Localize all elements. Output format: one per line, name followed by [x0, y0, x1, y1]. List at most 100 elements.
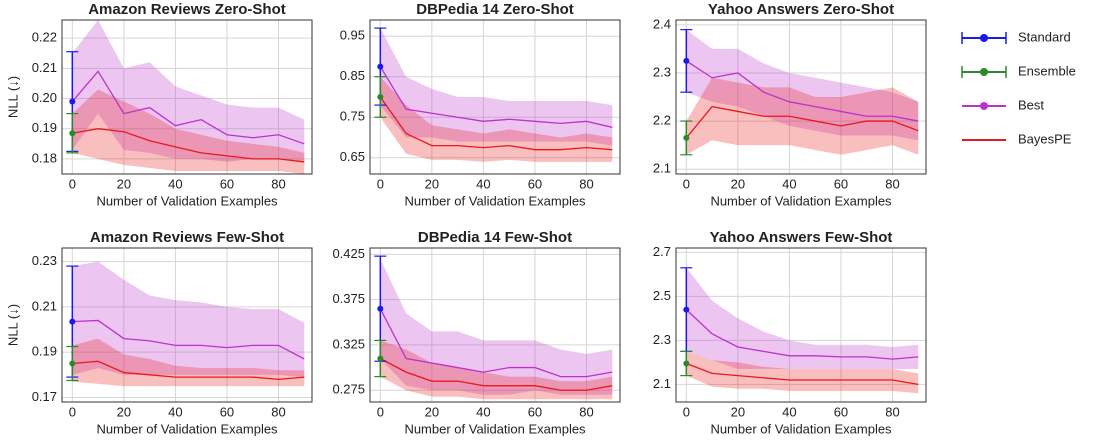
- x-tick-label: 60: [834, 404, 848, 419]
- y-tick-label: 2.2: [653, 113, 671, 128]
- band: [72, 338, 305, 387]
- y-tick-label: 0.18: [32, 150, 57, 165]
- point: [683, 134, 690, 141]
- subplot: 0.275 0.325 0.375 0.425 0 20 40 60 80 DBPedia 14 …: [332, 229, 621, 436]
- x-tick-label: 20: [425, 176, 439, 191]
- x-tick-label: 40: [782, 176, 796, 191]
- line: [72, 360, 305, 381]
- x-tick-label: 20: [731, 404, 745, 419]
- point: [69, 98, 76, 105]
- legend-label: Ensemble: [1018, 63, 1076, 78]
- y-tick-label: 2.4: [653, 16, 671, 31]
- x-tick-label: 40: [168, 404, 182, 419]
- x-tick-label: 0: [69, 176, 76, 191]
- y-axis-label: NLL (↓): [5, 304, 20, 346]
- x-tick-label: 20: [117, 176, 131, 191]
- y-tick-label: 2.3: [653, 64, 671, 79]
- plot-area: [379, 28, 613, 162]
- subplot-title: Amazon Reviews Few-Shot: [90, 229, 284, 246]
- plot-area: [685, 267, 919, 394]
- line: [686, 362, 919, 386]
- subplot: 0.65 0.75 0.85 0.95 0 20 40 60 80 DBPedia 14 Zero…: [340, 1, 621, 208]
- x-tick-label: 80: [885, 176, 899, 191]
- x-tick-label: 60: [220, 404, 234, 419]
- legend-marker: [980, 34, 988, 42]
- band: [686, 29, 919, 141]
- axes-frame: [675, 19, 927, 175]
- x-tick-label: 0: [377, 176, 384, 191]
- band: [686, 267, 919, 369]
- point: [683, 306, 690, 313]
- y-tick-label: 0.275: [332, 382, 365, 397]
- x-tick-label: 40: [782, 404, 796, 419]
- point: [377, 63, 384, 70]
- x-tick-label: 40: [168, 176, 182, 191]
- plot-area: [379, 258, 613, 400]
- y-tick-label: 2.1: [653, 376, 671, 391]
- x-tick-label: 20: [117, 404, 131, 419]
- legend: Standard Ensemble Best BayesPE: [961, 29, 1076, 146]
- y-tick-label: 0.95: [340, 28, 365, 43]
- line: [379, 308, 613, 378]
- axes-frame: [61, 247, 313, 403]
- x-tick-label: 80: [885, 404, 899, 419]
- subplot: 2.1 2.2 2.3 2.4 0 20 40 60 80 Yahoo Answers Zero-…: [653, 1, 927, 208]
- point: [377, 94, 384, 100]
- y-tick-label: 2.5: [653, 288, 671, 303]
- y-tick-label: 2.7: [653, 244, 671, 259]
- point: [683, 360, 690, 367]
- x-tick-label: 0: [69, 404, 76, 419]
- line: [379, 66, 613, 129]
- y-tick-label: 0.23: [32, 253, 57, 268]
- subplot: 0.17 0.19 0.21 0.23 0 20 40 60 80 Amazon Reviews …: [5, 229, 313, 436]
- point: [683, 57, 690, 64]
- band: [686, 77, 919, 155]
- x-axis-label: Number of Validation Examples: [404, 421, 586, 436]
- legend-label: Best: [1018, 97, 1044, 112]
- x-tick-label: 40: [476, 404, 490, 419]
- line: [72, 319, 305, 360]
- line: [685, 105, 919, 139]
- point: [69, 360, 76, 367]
- axes-frame: [61, 19, 313, 175]
- y-tick-label: 0.22: [32, 30, 57, 45]
- x-tick-label: 80: [579, 404, 593, 419]
- x-tick-label: 0: [683, 176, 690, 191]
- axes-frame: [675, 247, 927, 403]
- legend-marker: [980, 102, 988, 110]
- x-tick-label: 80: [579, 176, 593, 191]
- subplot-title: Amazon Reviews Zero-Shot: [88, 1, 286, 18]
- x-axis-label: Number of Validation Examples: [710, 421, 892, 436]
- line: [685, 60, 919, 122]
- x-tick-label: 60: [834, 176, 848, 191]
- y-tick-label: 0.20: [32, 90, 57, 105]
- point: [377, 305, 384, 312]
- y-tick-label: 0.375: [332, 291, 365, 306]
- line: [379, 96, 613, 151]
- x-tick-label: 60: [528, 404, 542, 419]
- x-tick-label: 80: [271, 404, 285, 419]
- axes-frame: [369, 247, 621, 403]
- band: [380, 258, 613, 395]
- plot-area: [685, 29, 919, 155]
- x-tick-label: 80: [271, 176, 285, 191]
- y-tick-label: 0.17: [32, 389, 57, 404]
- y-tick-label: 0.75: [340, 109, 365, 124]
- y-tick-label: 0.65: [340, 149, 365, 164]
- y-axis-label: NLL (↓): [5, 76, 20, 118]
- line: [72, 128, 305, 163]
- subplot: 2.1 2.3 2.5 2.7 0 20 40 60 80 Yahoo Answers Few-S…: [653, 229, 927, 436]
- x-axis-label: Number of Validation Examples: [404, 193, 586, 208]
- subplot-title: DBPedia 14 Zero-Shot: [416, 1, 574, 18]
- band: [72, 89, 305, 174]
- legend-label: Standard: [1018, 29, 1071, 44]
- y-tick-label: 0.19: [32, 344, 57, 359]
- subplot-title: DBPedia 14 Few-Shot: [418, 229, 572, 246]
- point: [69, 318, 76, 325]
- plot-area: [71, 20, 305, 174]
- x-tick-label: 60: [220, 176, 234, 191]
- legend-marker: [980, 68, 988, 76]
- point: [377, 355, 384, 362]
- subplot-title: Yahoo Answers Zero-Shot: [708, 1, 894, 18]
